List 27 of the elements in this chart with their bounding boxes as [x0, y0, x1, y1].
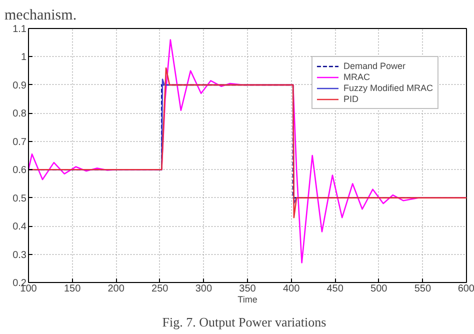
x-tick-label: 200 [108, 284, 125, 294]
x-tick-label: 150 [64, 284, 82, 294]
y-tick-label: 0.8 [12, 108, 27, 120]
legend-label: MRAC [343, 72, 370, 82]
x-tick-label: 400 [282, 284, 300, 294]
x-tick-label: 300 [195, 284, 212, 294]
x-tick-label: 350 [239, 284, 256, 294]
x-tick-label: 100 [20, 284, 38, 294]
x-tick-label: 500 [370, 284, 388, 294]
legend-label: Demand Power [343, 61, 406, 71]
y-tick-label: 0.7 [12, 136, 27, 148]
y-tick-label: 0.6 [12, 165, 27, 176]
x-tick-label: 450 [326, 284, 344, 294]
caption: Fig. 7. Output Power variations [162, 314, 326, 330]
legend-label: PID [343, 94, 360, 104]
text: mechanism. [4, 8, 77, 24]
y-tick-label: 0.4 [12, 222, 27, 233]
x-tick-label: 550 [414, 284, 432, 294]
y-tick-label: 1.1 [12, 24, 27, 35]
y-tick-label: 0.5 [12, 193, 27, 204]
x-tick-label: 250 [152, 284, 169, 294]
legend-label: Fuzzy Modified MRAC [343, 83, 433, 93]
y-tick-label: 1 [20, 52, 27, 64]
y-tick-label: 0.3 [12, 250, 27, 261]
x-tick-label: 600 [458, 284, 474, 294]
y-tick-label: 0.9 [12, 80, 27, 92]
x-axis-title: Time [238, 294, 258, 304]
